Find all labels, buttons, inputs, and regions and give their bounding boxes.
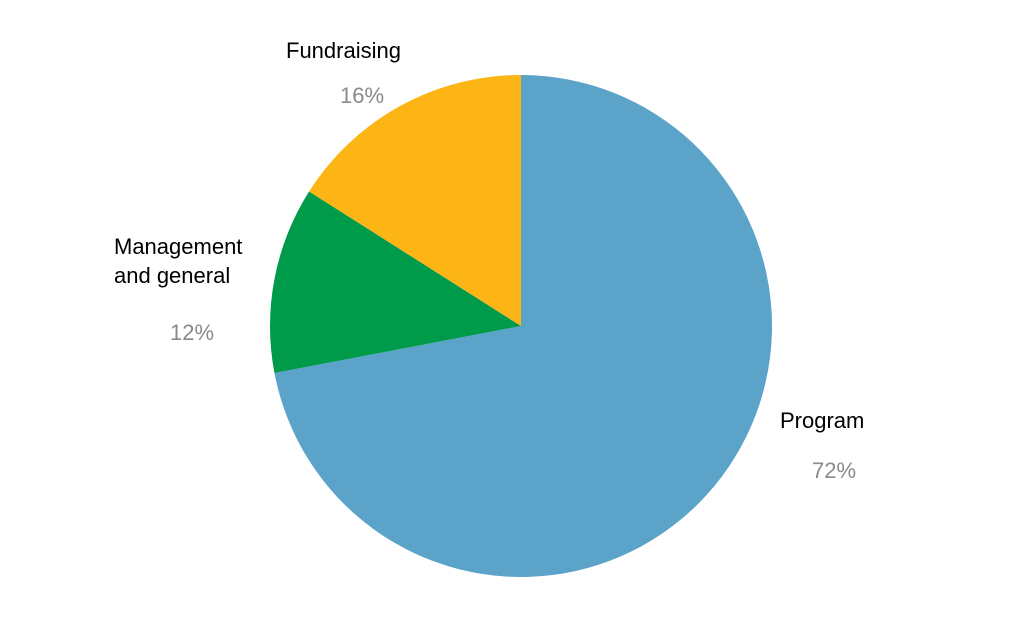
slice-label: Managementand general <box>114 234 242 288</box>
slice-value-label: 16% <box>340 83 384 108</box>
pie-slices <box>270 75 772 577</box>
slice-value-label: 12% <box>170 320 214 345</box>
slice-label: Program <box>780 408 864 433</box>
slice-label: Fundraising <box>286 38 401 63</box>
slice-value-label: 72% <box>812 458 856 483</box>
